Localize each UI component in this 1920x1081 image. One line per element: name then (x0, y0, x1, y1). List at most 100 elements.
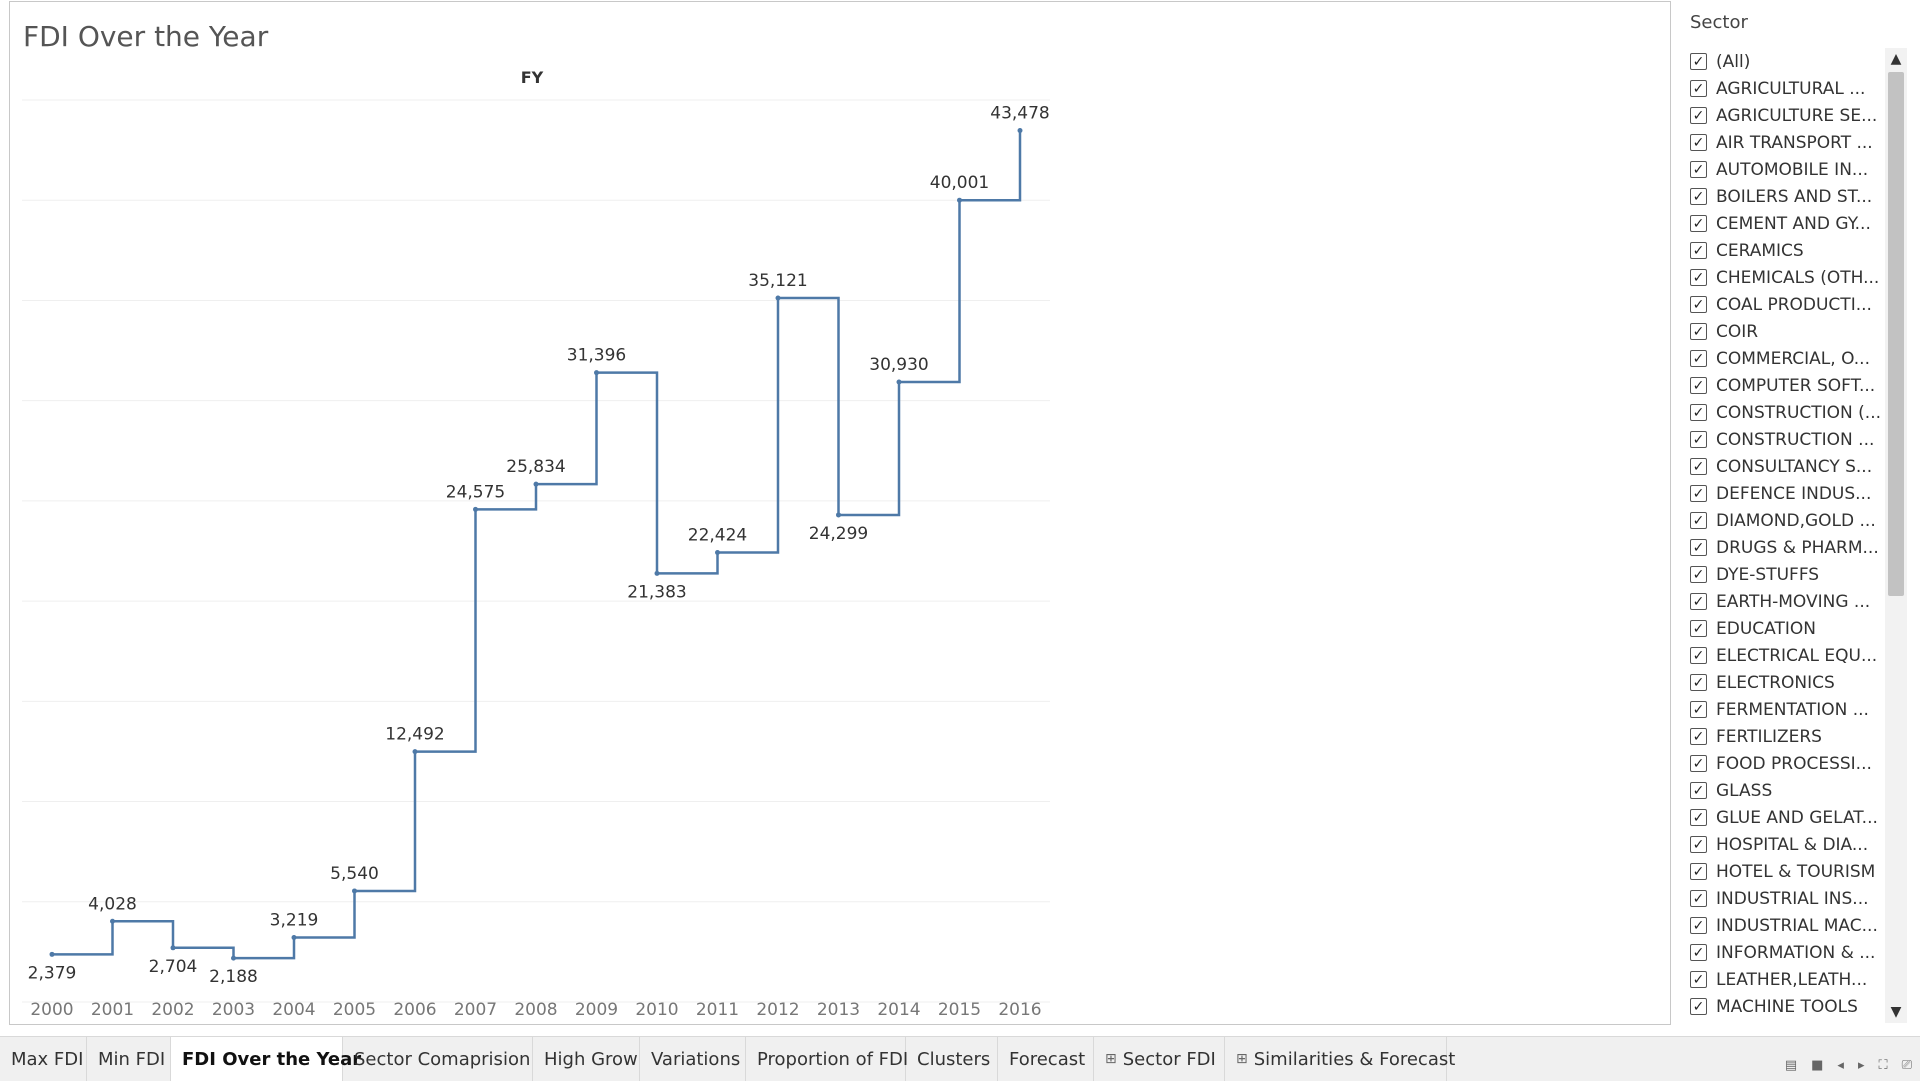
data-point[interactable] (231, 955, 236, 961)
checkbox-checked-icon[interactable]: ✓ (1690, 755, 1707, 772)
checkbox-checked-icon[interactable]: ✓ (1690, 566, 1707, 583)
grid-view-icon[interactable]: ▤ (1784, 1058, 1798, 1073)
previous-sheet-icon[interactable]: ◂ (1837, 1058, 1844, 1073)
checkbox-checked-icon[interactable]: ✓ (1690, 242, 1707, 259)
sheet-tab[interactable]: Variations (640, 1037, 746, 1081)
filter-scrollbar[interactable]: ▲ ▼ (1885, 48, 1907, 1023)
checkbox-checked-icon[interactable]: ✓ (1690, 944, 1707, 961)
scroll-up-icon[interactable]: ▲ (1890, 51, 1902, 67)
checkbox-checked-icon[interactable]: ✓ (1690, 269, 1707, 286)
fullscreen-icon[interactable]: ⛶ (1878, 1058, 1888, 1073)
checkbox-checked-icon[interactable]: ✓ (1690, 161, 1707, 178)
checkbox-checked-icon[interactable]: ✓ (1690, 134, 1707, 151)
sheet-tab[interactable]: Max FDI (0, 1037, 87, 1081)
data-point[interactable] (836, 512, 841, 518)
sheet-tab[interactable]: FDI Over the Year (171, 1037, 361, 1081)
filter-item[interactable]: ✓ EARTH-MOVING ... (1690, 588, 1890, 615)
filter-item[interactable]: ✓ COMPUTER SOFT... (1690, 372, 1890, 399)
filter-item[interactable]: ✓ DRUGS & PHARM... (1690, 534, 1890, 561)
checkbox-checked-icon[interactable]: ✓ (1690, 890, 1707, 907)
data-point[interactable] (957, 197, 962, 203)
data-point[interactable] (473, 506, 478, 512)
filter-item[interactable]: ✓ COAL PRODUCTI... (1690, 291, 1890, 318)
filter-item[interactable]: ✓ CEMENT AND GY... (1690, 210, 1890, 237)
data-point[interactable] (896, 379, 902, 385)
filter-item[interactable]: ✓ CERAMICS (1690, 237, 1890, 264)
checkbox-checked-icon[interactable]: ✓ (1690, 458, 1707, 475)
filter-item[interactable]: ✓ (All) (1690, 48, 1890, 75)
data-point[interactable] (594, 370, 599, 376)
sheet-tab[interactable]: Min FDI (87, 1037, 171, 1081)
filter-item[interactable]: ✓ CONSTRUCTION ... (1690, 426, 1890, 453)
data-point[interactable] (715, 550, 720, 556)
data-point[interactable] (49, 951, 55, 957)
filter-item[interactable]: ✓ GLASS (1690, 777, 1890, 804)
checkbox-checked-icon[interactable]: ✓ (1690, 701, 1707, 718)
data-point[interactable] (110, 918, 115, 924)
checkbox-checked-icon[interactable]: ✓ (1690, 971, 1707, 988)
checkbox-checked-icon[interactable]: ✓ (1690, 188, 1707, 205)
presentation-icon[interactable]: ⎚ (1901, 1058, 1912, 1073)
checkbox-checked-icon[interactable]: ✓ (1690, 296, 1707, 313)
checkbox-checked-icon[interactable]: ✓ (1690, 107, 1707, 124)
checkbox-checked-icon[interactable]: ✓ (1690, 998, 1707, 1015)
filter-item[interactable]: ✓ INDUSTRIAL MAC... (1690, 912, 1890, 939)
checkbox-checked-icon[interactable]: ✓ (1690, 512, 1707, 529)
checkbox-checked-icon[interactable]: ✓ (1690, 620, 1707, 637)
data-point[interactable] (291, 934, 297, 940)
filter-item[interactable]: ✓ AGRICULTURE SE... (1690, 102, 1890, 129)
checkbox-checked-icon[interactable]: ✓ (1690, 809, 1707, 826)
sheet-tab[interactable]: Sector Comaprision (343, 1037, 533, 1081)
filter-item[interactable]: ✓ EDUCATION (1690, 615, 1890, 642)
filter-item[interactable]: ✓ COMMERCIAL, O... (1690, 345, 1890, 372)
checkbox-checked-icon[interactable]: ✓ (1690, 863, 1707, 880)
filter-item[interactable]: ✓ DIAMOND,GOLD ... (1690, 507, 1890, 534)
filter-item[interactable]: ✓ BOILERS AND ST... (1690, 183, 1890, 210)
checkbox-checked-icon[interactable]: ✓ (1690, 350, 1707, 367)
filter-item[interactable]: ✓ MACHINE TOOLS (1690, 993, 1890, 1020)
data-point[interactable] (775, 295, 781, 301)
checkbox-checked-icon[interactable]: ✓ (1690, 404, 1707, 421)
sheet-tab[interactable]: Proportion of FDI (746, 1037, 908, 1081)
checkbox-checked-icon[interactable]: ✓ (1690, 53, 1707, 70)
filter-item[interactable]: ✓ INFORMATION & ... (1690, 939, 1890, 966)
filter-item[interactable]: ✓ COIR (1690, 318, 1890, 345)
filter-item[interactable]: ✓ CONSTRUCTION (... (1690, 399, 1890, 426)
checkbox-checked-icon[interactable]: ✓ (1690, 485, 1707, 502)
data-point[interactable] (412, 749, 418, 755)
filter-item[interactable]: ✓ ELECTRICAL EQU... (1690, 642, 1890, 669)
filter-item[interactable]: ✓ AIR TRANSPORT ... (1690, 129, 1890, 156)
checkbox-checked-icon[interactable]: ✓ (1690, 917, 1707, 934)
checkbox-checked-icon[interactable]: ✓ (1690, 593, 1707, 610)
checkbox-checked-icon[interactable]: ✓ (1690, 215, 1707, 232)
stop-icon[interactable]: ■ (1811, 1058, 1824, 1073)
checkbox-checked-icon[interactable]: ✓ (1690, 377, 1707, 394)
next-sheet-icon[interactable]: ▸ (1857, 1058, 1865, 1073)
filter-item[interactable]: ✓ GLUE AND GELAT... (1690, 804, 1890, 831)
filter-item[interactable]: ✓ CONSULTANCY S... (1690, 453, 1890, 480)
data-point[interactable] (654, 570, 660, 576)
filter-item[interactable]: ✓ FERTILIZERS (1690, 723, 1890, 750)
data-point[interactable] (352, 888, 357, 894)
data-point[interactable] (1017, 128, 1023, 134)
checkbox-checked-icon[interactable]: ✓ (1690, 80, 1707, 97)
filter-item[interactable]: ✓ FOOD PROCESSI... (1690, 750, 1890, 777)
sheet-tab[interactable]: High Grow (533, 1037, 640, 1081)
filter-item[interactable]: ✓ CHEMICALS (OTH... (1690, 264, 1890, 291)
filter-item[interactable]: ✓ DYE-STUFFS (1690, 561, 1890, 588)
checkbox-checked-icon[interactable]: ✓ (1690, 674, 1707, 691)
sheet-tab[interactable]: ⊞ Sector FDI (1094, 1037, 1225, 1081)
filter-item[interactable]: ✓ DEFENCE INDUS... (1690, 480, 1890, 507)
data-point[interactable] (533, 481, 539, 487)
checkbox-checked-icon[interactable]: ✓ (1690, 782, 1707, 799)
filter-item[interactable]: ✓ FERMENTATION ... (1690, 696, 1890, 723)
checkbox-checked-icon[interactable]: ✓ (1690, 539, 1707, 556)
checkbox-checked-icon[interactable]: ✓ (1690, 431, 1707, 448)
checkbox-checked-icon[interactable]: ✓ (1690, 647, 1707, 664)
data-point[interactable] (170, 945, 176, 951)
scroll-thumb[interactable] (1888, 72, 1904, 596)
filter-item[interactable]: ✓ HOSPITAL & DIA... (1690, 831, 1890, 858)
filter-item[interactable]: ✓ LEATHER,LEATH... (1690, 966, 1890, 993)
sheet-tab[interactable]: Clusters (906, 1037, 998, 1081)
filter-item[interactable]: ✓ AGRICULTURAL ... (1690, 75, 1890, 102)
